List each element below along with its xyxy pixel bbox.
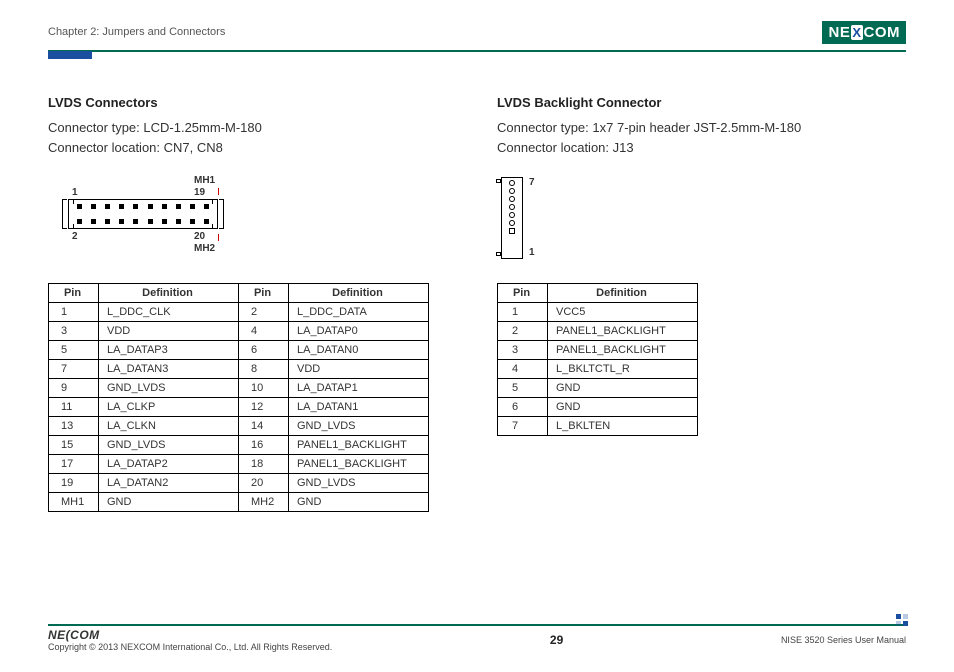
backlight-pin-table: PinDefinition 1VCC52PANEL1_BACKLIGHT3PAN… (497, 283, 698, 436)
table-row: 6GND (498, 398, 698, 417)
connector-body (68, 199, 218, 229)
table-row: 9GND_LVDS10LA_DATAP1 (49, 379, 429, 398)
table-row: 13LA_CLKN14GND_LVDS (49, 417, 429, 436)
lvds-connector-diagram: MH1 1 19 2 20 MH2 (48, 175, 248, 265)
lvds-pin-table: PinDefinitionPinDefinition 1L_DDC_CLK2L_… (48, 283, 429, 512)
left-desc: Connector type: LCD-1.25mm-M-180 Connect… (48, 118, 457, 157)
left-title: LVDS Connectors (48, 95, 457, 110)
page-number: 29 (550, 633, 563, 647)
table-row: 15GND_LVDS16PANEL1_BACKLIGHT (49, 436, 429, 455)
left-column: LVDS Connectors Connector type: LCD-1.25… (48, 95, 457, 512)
table-row: MH1GNDMH2GND (49, 493, 429, 512)
blue-tab (48, 51, 92, 59)
footer: NE(COM Copyright © 2013 NEXCOM Internati… (48, 624, 906, 652)
top-rule (48, 50, 906, 52)
corner-squares-icon (896, 614, 908, 626)
table-row: 3PANEL1_BACKLIGHT (498, 341, 698, 360)
chapter-label: Chapter 2: Jumpers and Connectors (48, 26, 225, 38)
table-row: 2PANEL1_BACKLIGHT (498, 322, 698, 341)
right-column: LVDS Backlight Connector Connector type:… (497, 95, 906, 512)
right-title: LVDS Backlight Connector (497, 95, 906, 110)
manual-name: NISE 3520 Series User Manual (781, 635, 906, 645)
table-row: 5LA_DATAP36LA_DATAN0 (49, 341, 429, 360)
footer-logo: NE(COM (48, 628, 100, 642)
right-desc: Connector type: 1x7 7-pin header JST-2.5… (497, 118, 906, 157)
table-row: 17LA_DATAP218PANEL1_BACKLIGHT (49, 455, 429, 474)
table-row: 1VCC5 (498, 303, 698, 322)
logo-top: NEXCOM (822, 21, 906, 44)
header-bar: Chapter 2: Jumpers and Connectors NEXCOM (48, 18, 906, 46)
table-row: 19LA_DATAN220GND_LVDS (49, 474, 429, 493)
table-row: 3VDD4LA_DATAP0 (49, 322, 429, 341)
copyright: Copyright © 2013 NEXCOM International Co… (48, 642, 332, 652)
table-row: 7LA_DATAN38VDD (49, 360, 429, 379)
table-row: 11LA_CLKP12LA_DATAN1 (49, 398, 429, 417)
table-row: 4L_BKLTCTL_R (498, 360, 698, 379)
table-row: 7L_BKLTEN (498, 417, 698, 436)
table-row: 1L_DDC_CLK2L_DDC_DATA (49, 303, 429, 322)
backlight-connector-diagram: 7 1 (497, 175, 557, 265)
table-row: 5GND (498, 379, 698, 398)
